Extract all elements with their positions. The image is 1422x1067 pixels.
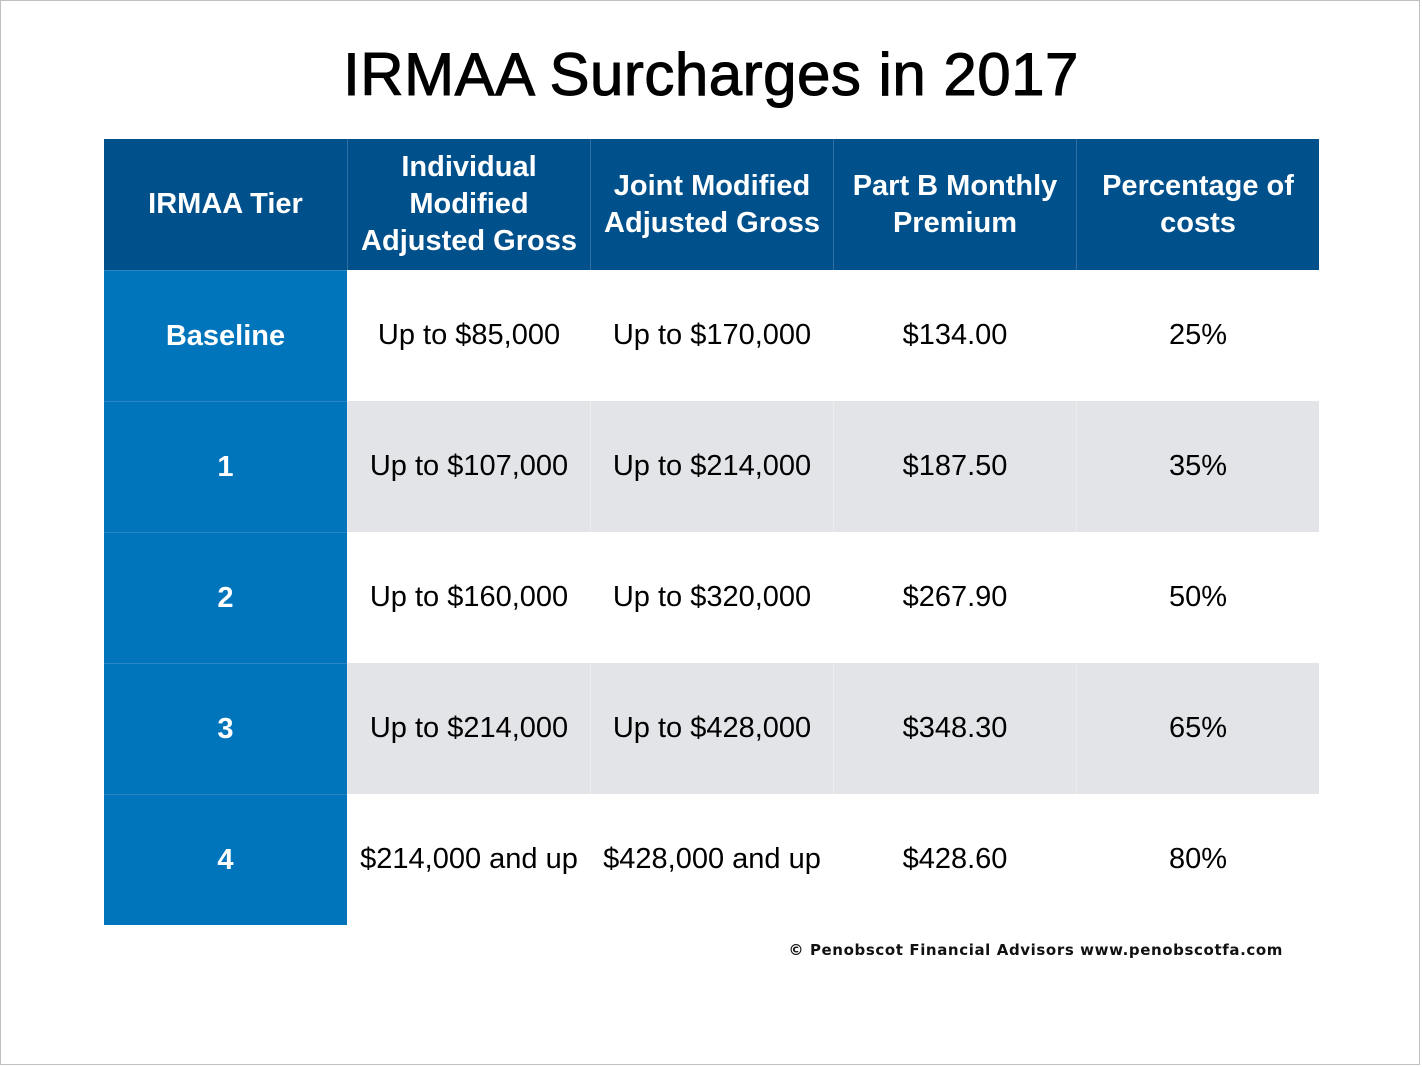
table-row: 4 $214,000 and up $428,000 and up $428.6… — [104, 794, 1319, 925]
table-header-row: IRMAA Tier Individual Modified Adjusted … — [104, 139, 1319, 270]
table-row: 1 Up to $107,000 Up to $214,000 $187.50 … — [104, 401, 1319, 532]
individual-cell: Up to $85,000 — [347, 270, 590, 401]
individual-cell: Up to $107,000 — [347, 401, 590, 532]
header-joint-magi: Joint Modified Adjusted Gross — [590, 139, 833, 270]
joint-cell: Up to $214,000 — [590, 401, 833, 532]
premium-cell: $428.60 — [833, 794, 1076, 925]
joint-cell: Up to $428,000 — [590, 663, 833, 794]
percentage-cell: 65% — [1076, 663, 1319, 794]
premium-cell: $134.00 — [833, 270, 1076, 401]
tier-cell: 1 — [104, 401, 347, 532]
tier-cell: 2 — [104, 532, 347, 663]
individual-cell: Up to $214,000 — [347, 663, 590, 794]
tier-cell: Baseline — [104, 270, 347, 401]
joint-cell: $428,000 and up — [590, 794, 833, 925]
table-row: 2 Up to $160,000 Up to $320,000 $267.90 … — [104, 532, 1319, 663]
table-row: Baseline Up to $85,000 Up to $170,000 $1… — [104, 270, 1319, 401]
tier-cell: 4 — [104, 794, 347, 925]
copyright-footer: © Penobscot Financial Advisors www.penob… — [788, 941, 1283, 959]
percentage-cell: 80% — [1076, 794, 1319, 925]
percentage-cell: 35% — [1076, 401, 1319, 532]
header-individual-magi: Individual Modified Adjusted Gross — [347, 139, 590, 270]
percentage-cell: 25% — [1076, 270, 1319, 401]
irmaa-table: IRMAA Tier Individual Modified Adjusted … — [104, 139, 1319, 925]
page-title: IRMAA Surcharges in 2017 — [343, 41, 1079, 109]
individual-cell: Up to $160,000 — [347, 532, 590, 663]
header-part-b-premium: Part B Monthly Premium — [833, 139, 1076, 270]
percentage-cell: 50% — [1076, 532, 1319, 663]
premium-cell: $267.90 — [833, 532, 1076, 663]
premium-cell: $187.50 — [833, 401, 1076, 532]
joint-cell: Up to $170,000 — [590, 270, 833, 401]
tier-cell: 3 — [104, 663, 347, 794]
table-row: 3 Up to $214,000 Up to $428,000 $348.30 … — [104, 663, 1319, 794]
header-percentage-of-costs: Percentage of costs — [1076, 139, 1319, 270]
individual-cell: $214,000 and up — [347, 794, 590, 925]
joint-cell: Up to $320,000 — [590, 532, 833, 663]
header-irmaa-tier: IRMAA Tier — [148, 188, 303, 220]
premium-cell: $348.30 — [833, 663, 1076, 794]
